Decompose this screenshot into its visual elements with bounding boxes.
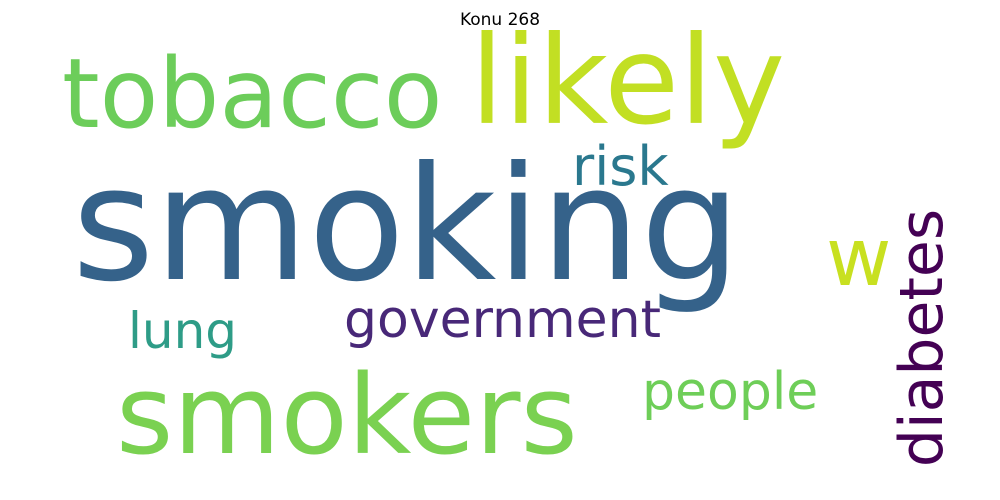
- word-smokers: smokers: [116, 351, 578, 479]
- word-diabetes: diabetes: [886, 208, 957, 468]
- word-tobacco: tobacco: [62, 38, 443, 150]
- word-people: people: [642, 362, 819, 422]
- word-government: government: [344, 290, 662, 350]
- word-risk: risk: [572, 135, 669, 198]
- word-likely: likely: [470, 10, 786, 152]
- word-smoking: smoking: [72, 133, 741, 317]
- word-w: w: [826, 211, 892, 304]
- word-lung: lung: [128, 302, 238, 360]
- chart-title: Konu 268: [459, 10, 541, 30]
